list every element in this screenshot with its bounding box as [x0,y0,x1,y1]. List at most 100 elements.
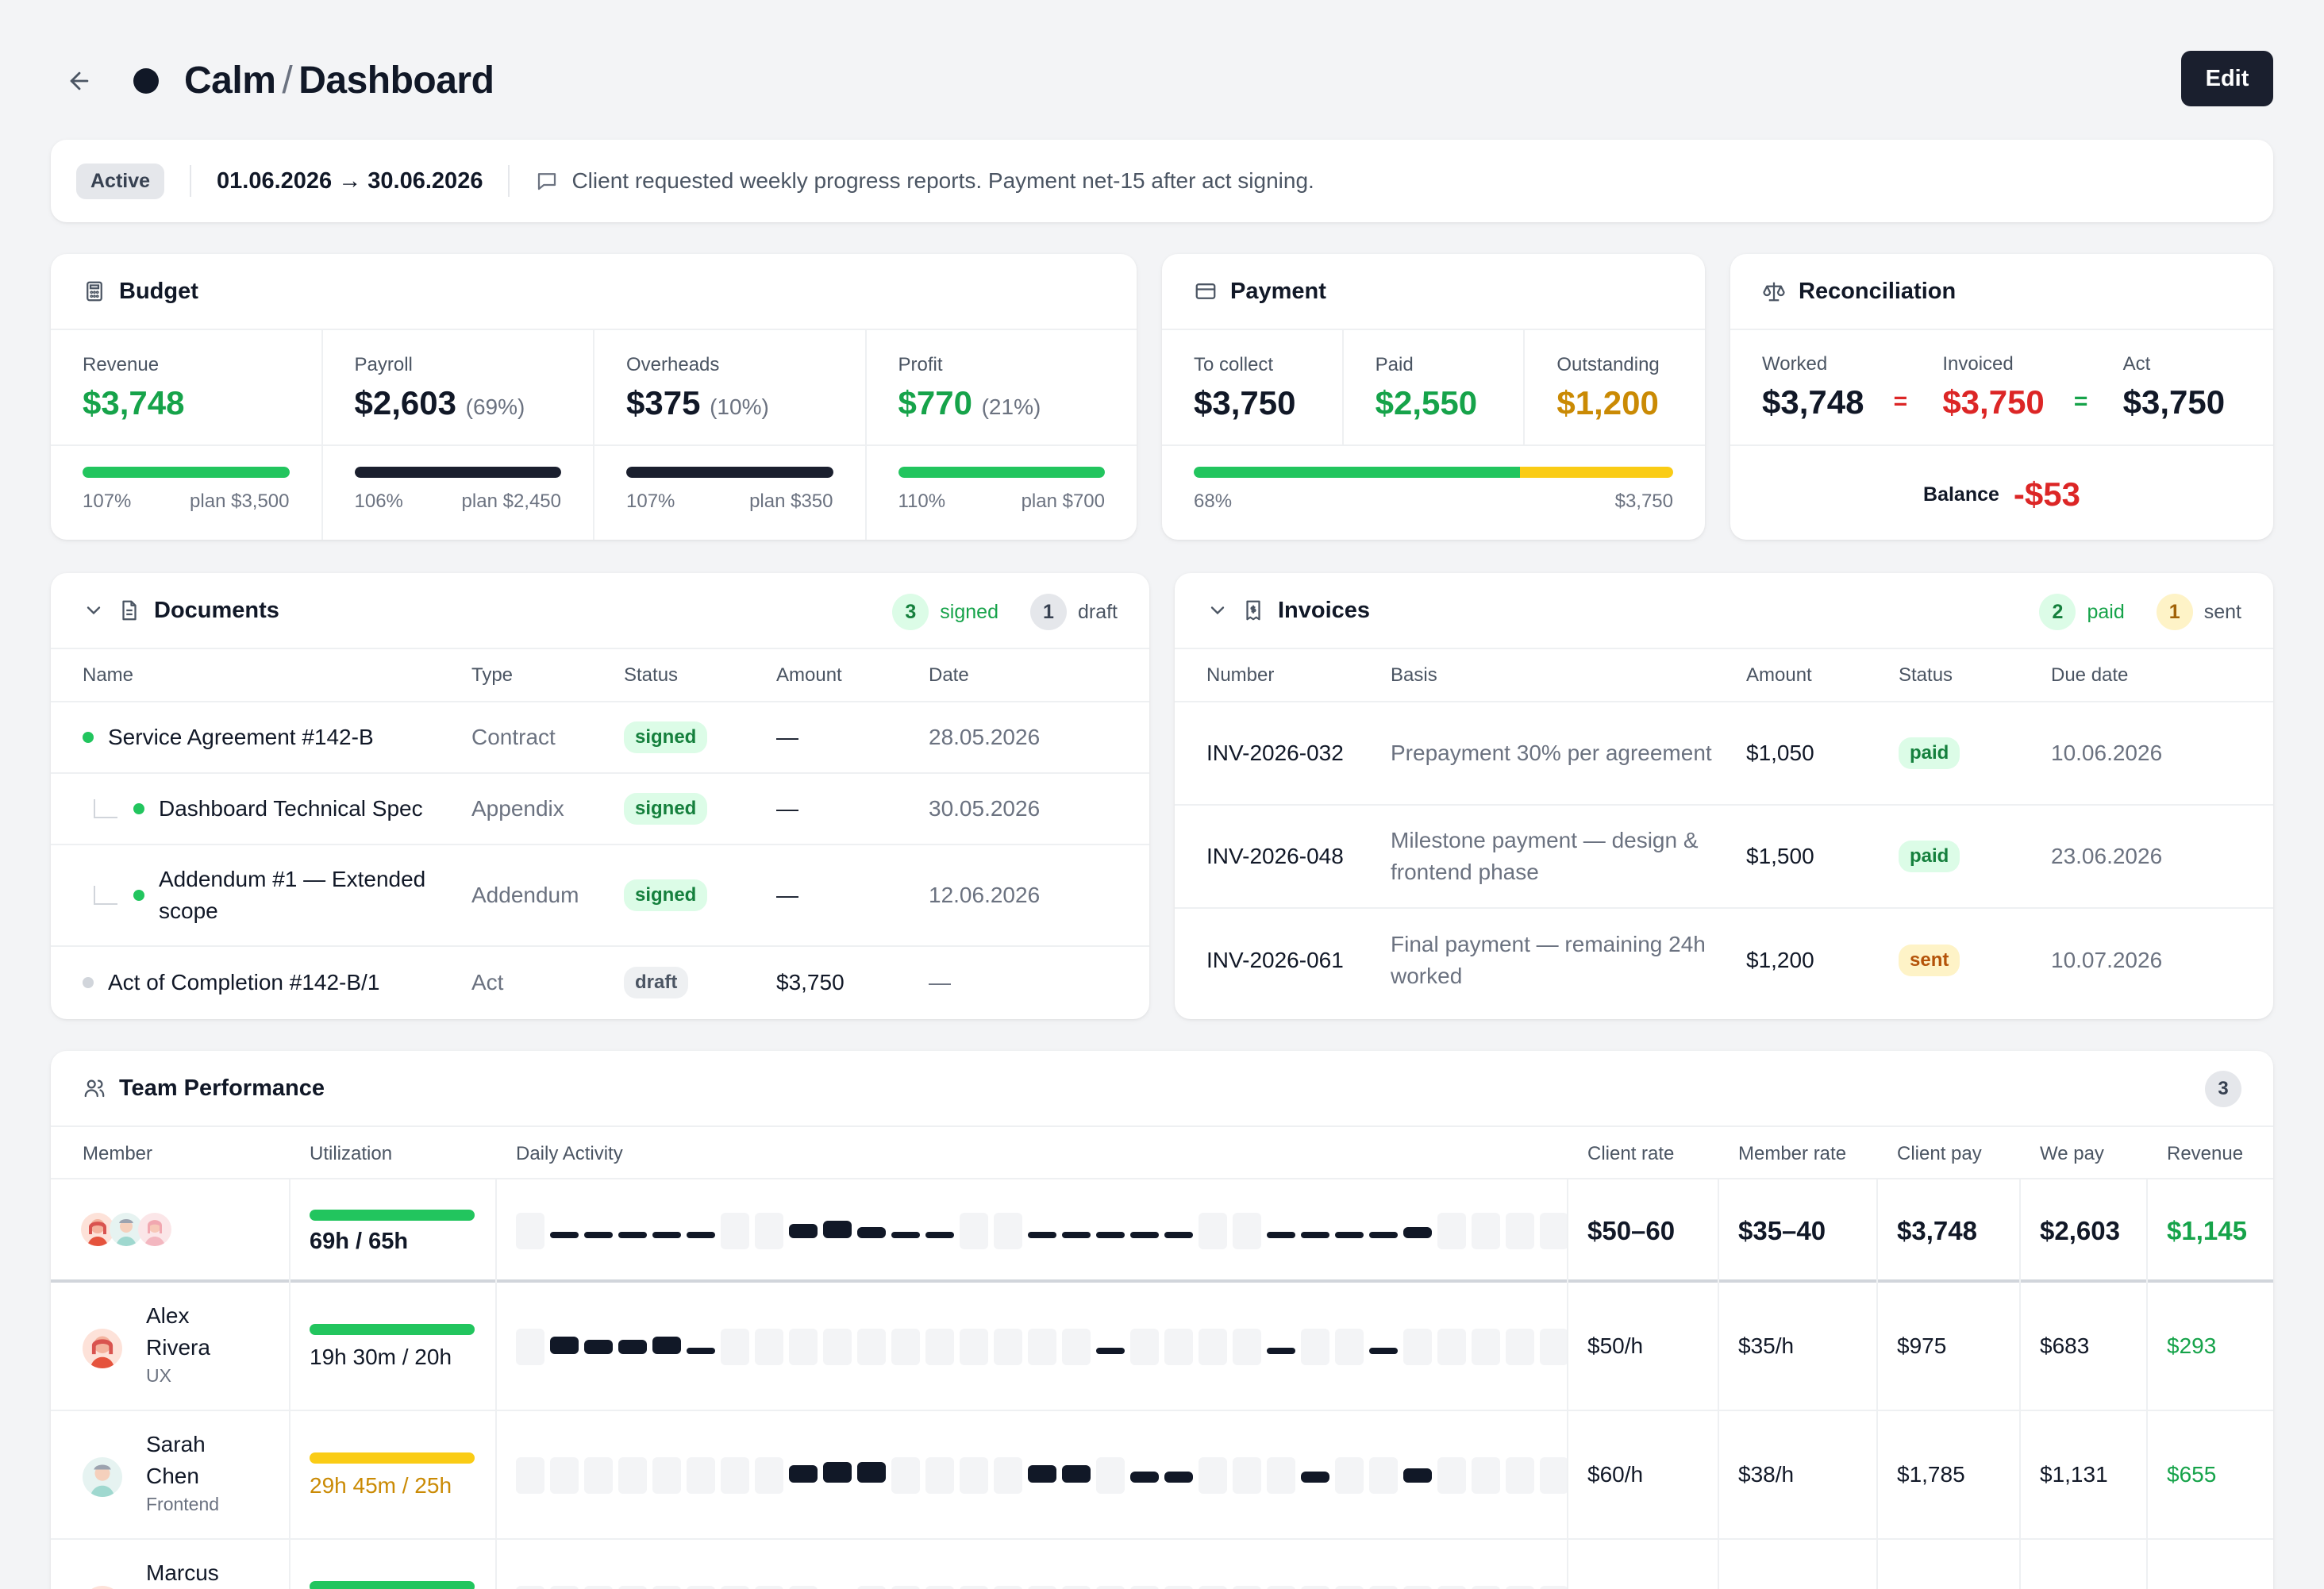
activity-day[interactable] [1062,1213,1091,1249]
activity-day[interactable] [516,1329,544,1365]
activity-day[interactable] [1335,1586,1364,1589]
activity-day[interactable] [823,1457,852,1494]
invoice-number[interactable]: INV-2026-061 [1206,947,1344,972]
activity-day[interactable] [1403,1586,1432,1589]
activity-day[interactable] [1540,1213,1568,1249]
activity-day[interactable] [1369,1213,1398,1249]
activity-day[interactable] [925,1329,954,1365]
activity-day[interactable] [550,1213,579,1249]
activity-day[interactable] [1233,1457,1261,1494]
activity-day[interactable] [550,1586,579,1589]
activity-day[interactable] [823,1586,852,1589]
activity-day[interactable] [1335,1213,1364,1249]
activity-day[interactable] [721,1213,749,1249]
activity-day[interactable] [687,1329,715,1365]
activity-day[interactable] [721,1457,749,1494]
activity-day[interactable] [721,1329,749,1365]
activity-day[interactable] [1267,1213,1295,1249]
member-first-name[interactable]: Alex [146,1303,190,1328]
activity-day[interactable] [1130,1329,1159,1365]
activity-day[interactable] [1301,1329,1329,1365]
activity-day[interactable] [584,1329,613,1365]
activity-day[interactable] [1369,1329,1398,1365]
member-first-name[interactable]: Sarah [146,1432,206,1456]
activity-day[interactable] [1233,1329,1261,1365]
activity-day[interactable] [1028,1586,1056,1589]
activity-day[interactable] [994,1329,1022,1365]
activity-day[interactable] [857,1329,886,1365]
activity-day[interactable] [755,1586,783,1589]
activity-day[interactable] [891,1457,920,1494]
activity-day[interactable] [687,1586,715,1589]
activity-day[interactable] [925,1213,954,1249]
activity-day[interactable] [994,1586,1022,1589]
activity-day[interactable] [1096,1329,1125,1365]
activity-day[interactable] [891,1586,920,1589]
activity-day[interactable] [1506,1213,1534,1249]
activity-day[interactable] [1199,1213,1227,1249]
activity-day[interactable] [755,1213,783,1249]
activity-day[interactable] [1369,1586,1398,1589]
activity-day[interactable] [1472,1329,1500,1365]
column-header[interactable]: Due date [2051,649,2273,702]
activity-day[interactable] [1267,1586,1295,1589]
activity-day[interactable] [960,1586,988,1589]
activity-day[interactable] [1062,1457,1091,1494]
activity-day[interactable] [1130,1213,1159,1249]
activity-day[interactable] [960,1457,988,1494]
chevron-down-icon[interactable] [83,599,105,621]
back-button[interactable] [62,63,97,98]
activity-day[interactable] [1437,1586,1466,1589]
activity-day[interactable] [550,1329,579,1365]
activity-day[interactable] [891,1329,920,1365]
team-member-row[interactable]: Marcus [51,1540,2273,1589]
activity-day[interactable] [1301,1586,1329,1589]
activity-day[interactable] [891,1213,920,1249]
table-row[interactable]: INV-2026-061 Final payment — remaining 2… [1175,908,2273,1011]
member-last-name[interactable]: Chen [146,1464,199,1488]
activity-day[interactable] [1403,1329,1432,1365]
activity-day[interactable] [925,1586,954,1589]
activity-day[interactable] [960,1329,988,1365]
member-first-name[interactable]: Marcus [146,1560,219,1585]
column-header[interactable]: Number [1175,649,1391,702]
activity-day[interactable] [1062,1329,1091,1365]
column-header[interactable]: Revenue [2167,1143,2244,1164]
activity-day[interactable] [1472,1213,1500,1249]
activity-day[interactable] [1267,1457,1295,1494]
activity-day[interactable] [1540,1457,1568,1494]
activity-day[interactable] [618,1457,647,1494]
column-header[interactable]: Client pay [1897,1143,1982,1164]
activity-day[interactable] [1335,1329,1364,1365]
table-row[interactable]: Addendum #1 — Extended scope Addendum si… [51,845,1149,947]
doc-name[interactable]: Service Agreement #142-B [108,725,374,749]
activity-day[interactable] [1233,1213,1261,1249]
edit-button[interactable]: Edit [2181,51,2273,106]
activity-day[interactable] [1028,1213,1056,1249]
activity-day[interactable] [618,1213,647,1249]
activity-day[interactable] [516,1213,544,1249]
activity-day[interactable] [1164,1329,1193,1365]
activity-day[interactable] [721,1586,749,1589]
table-row[interactable]: Service Agreement #142-B Contract signed… [51,702,1149,774]
activity-day[interactable] [1403,1213,1432,1249]
activity-day[interactable] [1130,1586,1159,1589]
activity-day[interactable] [1437,1213,1466,1249]
column-header[interactable]: Date [929,649,1149,702]
activity-day[interactable] [1028,1329,1056,1365]
activity-day[interactable] [960,1213,988,1249]
activity-day[interactable] [516,1457,544,1494]
activity-day[interactable] [584,1213,613,1249]
activity-day[interactable] [1540,1329,1568,1365]
activity-day[interactable] [1335,1457,1364,1494]
invoice-number[interactable]: INV-2026-048 [1175,805,1391,909]
activity-day[interactable] [823,1213,852,1249]
activity-day[interactable] [789,1213,818,1249]
activity-day[interactable] [1369,1457,1398,1494]
activity-day[interactable] [857,1457,886,1494]
activity-day[interactable] [1199,1457,1227,1494]
column-header[interactable]: Type [471,649,624,702]
activity-day[interactable] [1506,1457,1534,1494]
chevron-down-icon[interactable] [1206,599,1229,621]
activity-day[interactable] [1096,1457,1125,1494]
